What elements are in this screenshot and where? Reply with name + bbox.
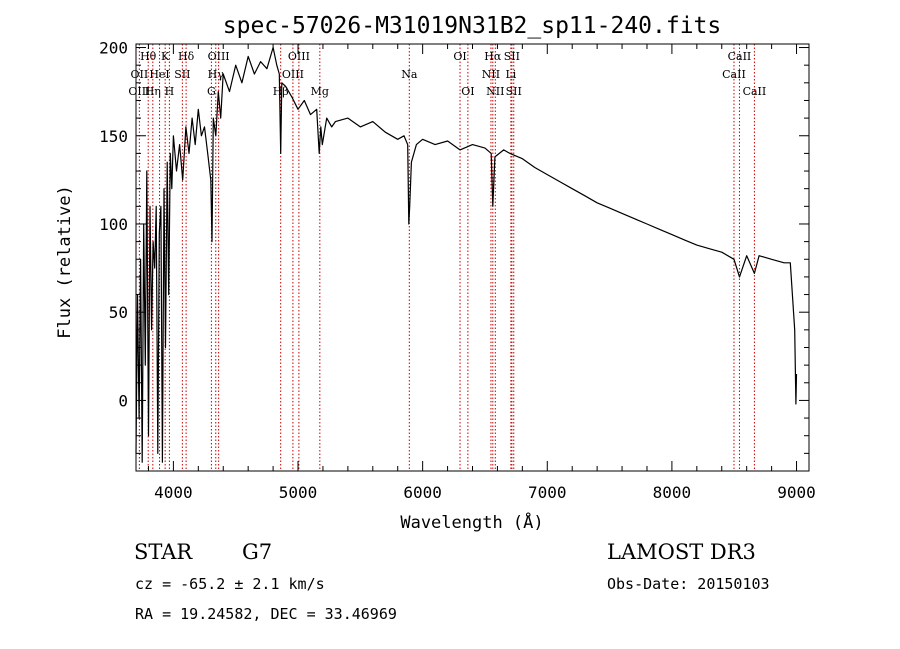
line-label: Hβ <box>273 85 289 98</box>
y-axis-label: Flux (relative) <box>55 185 75 339</box>
x-axis-label: Wavelength (Å) <box>400 511 543 533</box>
line-label: CaII <box>728 50 752 63</box>
line-label: H <box>165 85 175 98</box>
line-label: NII <box>486 85 504 98</box>
chart-title: spec-57026-M31019N31B2_sp11-240.fits <box>223 13 722 39</box>
plot-frame <box>135 43 810 472</box>
line-label: CaII <box>722 68 746 81</box>
object-class: STAR <box>134 540 193 564</box>
line-label: Mg <box>311 85 329 98</box>
line-label: K <box>161 50 170 63</box>
y-tick-label: 0 <box>118 391 128 410</box>
line-label: OIII <box>282 68 304 81</box>
line-label: CaII <box>743 85 767 98</box>
spectrum-line <box>135 46 798 463</box>
coordinates: RA = 19.24582, DEC = 33.46969 <box>135 605 397 623</box>
line-label: SII <box>504 50 520 63</box>
x-tick-label: 8000 <box>653 483 692 502</box>
object-subclass: G7 <box>242 540 272 564</box>
line-label: OI <box>453 50 466 63</box>
line-label: Na <box>401 68 418 81</box>
line-label: NII <box>482 68 500 81</box>
x-tick-label: 7000 <box>528 483 567 502</box>
line-label: OII <box>131 68 149 81</box>
line-label: Hθ <box>140 50 157 63</box>
line-label: Hη <box>145 85 161 98</box>
y-tick-label: 150 <box>99 127 128 146</box>
line-label: Hα <box>484 50 502 63</box>
x-tick-label: 9000 <box>777 483 816 502</box>
redshift-value: cz = -65.2 ± 2.1 km/s <box>135 575 325 593</box>
line-identification-labels: Hθ OII OIII K HeI Hη H Hδ SII OIII Hγ G OIII OIII Hβ Mg… <box>128 50 766 98</box>
line-label: Hγ <box>208 68 225 81</box>
line-label: SII <box>506 85 522 98</box>
line-label: Li <box>505 68 516 81</box>
y-axis: 0 50 100 150 200 <box>99 39 809 454</box>
y-tick-label: 200 <box>99 39 128 58</box>
x-tick-label: 4000 <box>154 483 193 502</box>
survey-name: LAMOST DR3 <box>607 540 756 564</box>
line-label: SII <box>174 68 190 81</box>
line-label: OIII <box>208 50 230 63</box>
line-label: OIII <box>288 50 310 63</box>
line-label: G <box>207 85 216 98</box>
y-tick-label: 100 <box>99 215 128 234</box>
x-axis: 4000 5000 6000 7000 8000 9000 <box>147 44 816 502</box>
line-label: OI <box>461 85 474 98</box>
line-label: Hδ <box>178 50 195 63</box>
observation-date: Obs-Date: 20150103 <box>607 575 770 593</box>
line-identification-markers <box>138 44 755 471</box>
y-tick-label: 50 <box>109 303 128 322</box>
x-tick-label: 6000 <box>403 483 442 502</box>
x-tick-label: 5000 <box>279 483 318 502</box>
line-label: HeI <box>149 68 169 81</box>
line-label: OIII <box>128 85 150 98</box>
